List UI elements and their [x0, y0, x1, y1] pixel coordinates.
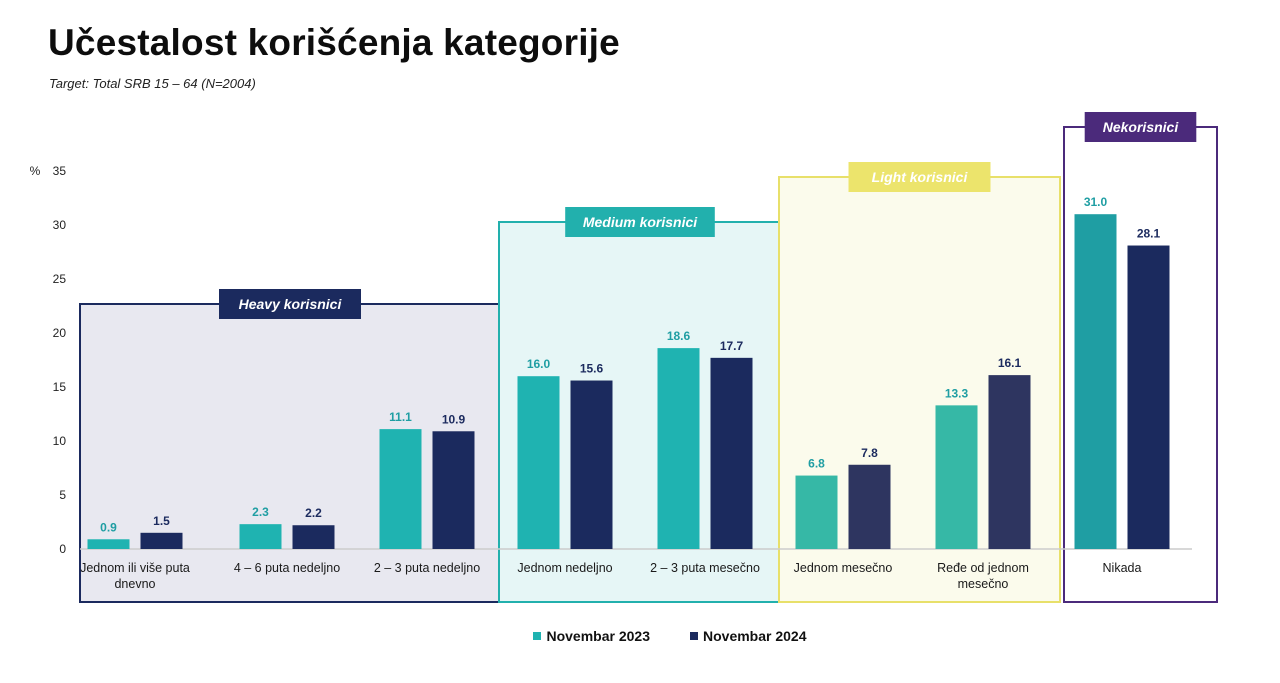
x-tick-label: Nikada	[1103, 561, 1142, 575]
legend-item-2023: Novembar 2023	[533, 628, 650, 644]
group-label-bg-1	[565, 207, 715, 237]
y-tick-label: 0	[59, 542, 66, 556]
bar-2024	[710, 357, 753, 549]
x-tick-label: Jednom ili više puta	[80, 561, 190, 575]
bar-2024	[848, 464, 891, 549]
group-label-bg-3	[1084, 112, 1197, 142]
x-tick-label: dnevno	[114, 577, 155, 591]
x-tick-label: Jednom nedeljno	[517, 561, 612, 575]
data-label-2023: 18.6	[667, 329, 691, 343]
data-label-2023: 13.3	[945, 386, 969, 400]
x-tick-label: 2 – 3 puta mesečno	[650, 561, 760, 575]
legend: Novembar 2023 Novembar 2024	[0, 628, 1280, 644]
group-label-bg-0	[219, 289, 361, 319]
bar-2023	[239, 524, 282, 549]
data-label-2024: 16.1	[998, 356, 1022, 370]
legend-swatch-2023	[533, 632, 542, 640]
bar-2024	[988, 375, 1031, 549]
legend-item-2024: Novembar 2024	[690, 628, 807, 644]
y-tick-label: 25	[53, 272, 67, 286]
bar-2023	[795, 475, 838, 549]
group-label-0: Heavy korisnici	[239, 296, 343, 312]
data-label-2023: 6.8	[808, 457, 825, 471]
data-label-2024: 28.1	[1137, 227, 1161, 241]
data-label-2023: 31.0	[1084, 195, 1108, 209]
x-tick-label: 2 – 3 puta nedeljno	[374, 561, 480, 575]
group-label-1: Medium korisnici	[583, 214, 698, 230]
legend-label-2023: Novembar 2023	[546, 628, 650, 644]
group-label-bg-2	[848, 162, 991, 192]
bar-2024	[292, 525, 335, 549]
data-label-2023: 16.0	[527, 357, 551, 371]
y-tick-label: 5	[59, 488, 66, 502]
data-label-2023: 11.1	[389, 410, 412, 424]
bar-2024	[432, 431, 475, 549]
bar-2024	[570, 380, 613, 549]
y-tick-label: 20	[53, 326, 67, 340]
chart-subtitle: Target: Total SRB 15 – 64 (N=2004)	[49, 76, 256, 91]
bar-2023	[935, 405, 978, 549]
x-tick-label: mesečno	[958, 577, 1009, 591]
bar-2023	[87, 539, 130, 549]
bar-2024	[140, 532, 183, 549]
chart-title: Učestalost korišćenja kategorije	[48, 22, 620, 63]
data-label-2024: 17.7	[720, 339, 744, 353]
y-axis-unit: %	[30, 164, 41, 178]
data-label-2023: 0.9	[100, 520, 117, 534]
bar-2023	[379, 429, 422, 549]
data-label-2024: 10.9	[442, 412, 466, 426]
bar-2023	[657, 348, 700, 549]
group-box-0	[79, 303, 501, 603]
data-label-2024: 1.5	[153, 514, 170, 528]
data-label-2023: 2.3	[252, 505, 269, 519]
bar-2024	[1127, 245, 1170, 549]
y-tick-label: 10	[53, 434, 67, 448]
bar-2023	[517, 376, 560, 549]
y-tick-label: 35	[53, 164, 67, 178]
legend-label-2024: Novembar 2024	[703, 628, 807, 644]
y-tick-label: 30	[53, 218, 67, 232]
group-label-2: Light korisnici	[872, 169, 969, 185]
x-tick-label: Ređe od jednom	[937, 561, 1029, 575]
x-tick-label: Jednom mesečno	[794, 561, 893, 575]
group-label-3: Nekorisnici	[1103, 119, 1180, 135]
x-tick-label: 4 – 6 puta nedeljno	[234, 561, 340, 575]
legend-swatch-2024	[690, 632, 698, 640]
bar-2023	[1074, 214, 1117, 549]
data-label-2024: 2.2	[305, 506, 322, 520]
data-label-2024: 15.6	[580, 362, 604, 376]
y-tick-label: 15	[53, 380, 67, 394]
data-label-2024: 7.8	[861, 446, 878, 460]
